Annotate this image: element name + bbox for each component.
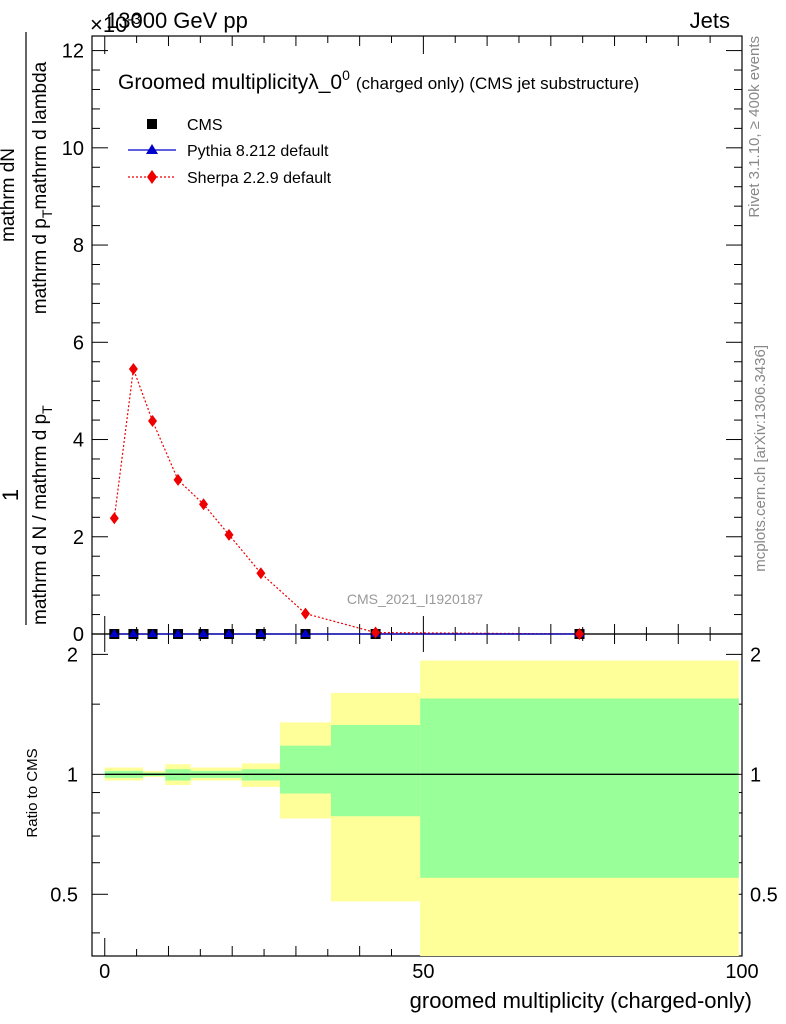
ratio-y-label: Ratio to CMS (24, 748, 41, 837)
lower-y-tick-label-right: 0.5 (750, 884, 778, 906)
pythia-point (300, 629, 311, 637)
x-tick-label: 100 (725, 961, 758, 983)
legend: CMS Pythia 8.212 default Sherpa 2.2.9 de… (128, 117, 332, 187)
lower-y-tick-label-right: 2 (750, 644, 761, 666)
pythia-point (255, 629, 266, 637)
x-tick-label: 50 (412, 961, 434, 983)
x-axis-label: groomed multiplicity (charged-only) (410, 988, 752, 1013)
upper-y-label: 1 mathrm d N / mathrm d pT mathrm dN mat… (0, 32, 55, 625)
pythia-point (128, 629, 139, 637)
plot-title: Groomed multiplicityλ_00 (charged only) (… (118, 67, 639, 94)
pythia-point (147, 629, 158, 637)
y-label-num2: mathrm d pTmathrm d lambda (30, 61, 55, 314)
lower-y-tick-label-right: 1 (750, 764, 761, 786)
exponent-label: ×10-3 (90, 11, 141, 37)
upper-y-tick-label: 0 (73, 624, 84, 646)
y-label-denom: mathrm d N / mathrm d pT (30, 405, 55, 625)
sherpa-point (575, 628, 584, 640)
y-label-numer: mathrm dN (0, 148, 19, 242)
upper-series (109, 363, 585, 640)
energy-label: 13000 GeV pp (106, 8, 248, 33)
sherpa-line (113, 368, 580, 635)
analysis-watermark: CMS_2021_I1920187 (347, 591, 483, 607)
rivet-label: Rivet 3.1.10, ≥ 400k events (746, 36, 763, 218)
legend-marker-pythia (146, 144, 158, 154)
pythia-point (109, 629, 120, 637)
sherpa-point (109, 512, 119, 525)
legend-marker-cms (147, 119, 157, 129)
pythia-point (173, 629, 184, 637)
ratio-band-green (279, 745, 331, 794)
sherpa-point (199, 498, 209, 511)
sherpa-point (148, 415, 158, 428)
upper-y-tick-label: 4 (73, 430, 84, 452)
upper-y-tick-label: 10 (62, 138, 84, 160)
legend-marker-sherpa (147, 170, 157, 184)
pythia-point (198, 629, 209, 637)
lower-y-tick-label: 0.5 (50, 884, 78, 906)
sherpa-point (224, 528, 234, 541)
lower-y-tick-label: 1 (67, 764, 78, 786)
sherpa-point (300, 607, 310, 620)
upper-y-tick-label: 12 (62, 41, 84, 63)
ratio-bands (104, 660, 739, 956)
sherpa-point (256, 567, 266, 580)
upper-y-tick-label: 2 (73, 527, 84, 549)
sherpa-point (173, 473, 183, 486)
lower-y-tick-label: 2 (67, 644, 78, 666)
legend-label-cms: CMS (187, 117, 223, 134)
ratio-band-green (420, 698, 739, 878)
sherpa-point (371, 626, 381, 639)
y-label-one: 1 (0, 489, 23, 501)
upper-axes: 0 2 4 6 8 10 12 (62, 35, 743, 646)
sherpa-point (128, 363, 138, 376)
ratio-band-green (330, 724, 421, 817)
legend-label-pythia: Pythia 8.212 default (187, 143, 329, 160)
upper-y-tick-label: 6 (73, 332, 84, 354)
pythia-point (224, 629, 235, 637)
mcplots-label: mcplots.cern.ch [arXiv:1306.3436] (752, 345, 769, 572)
x-tick-label: 0 (99, 961, 110, 983)
upper-y-tick-label: 8 (73, 235, 84, 257)
process-label: Jets (690, 8, 730, 33)
legend-label-sherpa: Sherpa 2.2.9 default (187, 170, 332, 187)
